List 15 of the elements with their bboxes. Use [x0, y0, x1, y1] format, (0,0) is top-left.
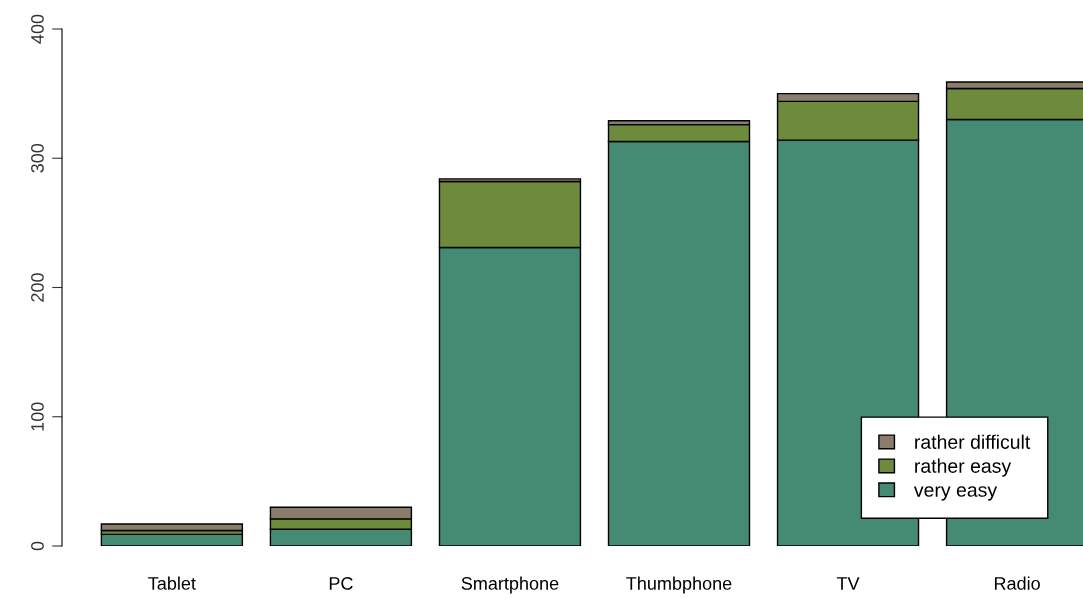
y-tick-label: 300	[31, 143, 44, 173]
x-tick-label: Radio	[994, 576, 1040, 590]
bar	[100, 523, 244, 532]
y-tick-label: 0	[31, 541, 44, 551]
legend-label: very easy	[913, 486, 998, 501]
x-tick-label: Thumbphone	[626, 576, 732, 594]
y-tick-label: 400	[31, 14, 44, 44]
legend-label: rather easy	[915, 458, 1012, 477]
legend-label: rather difficult	[915, 434, 1031, 449]
x-tick-label: Tablet	[148, 576, 196, 590]
x-tick-label: PC	[329, 577, 353, 590]
y-tick-label: 200	[31, 273, 44, 302]
x-tick-label: TV	[836, 577, 860, 590]
x-tick-label: Smartphone	[461, 576, 559, 594]
y-tick-label: 100	[31, 402, 44, 431]
